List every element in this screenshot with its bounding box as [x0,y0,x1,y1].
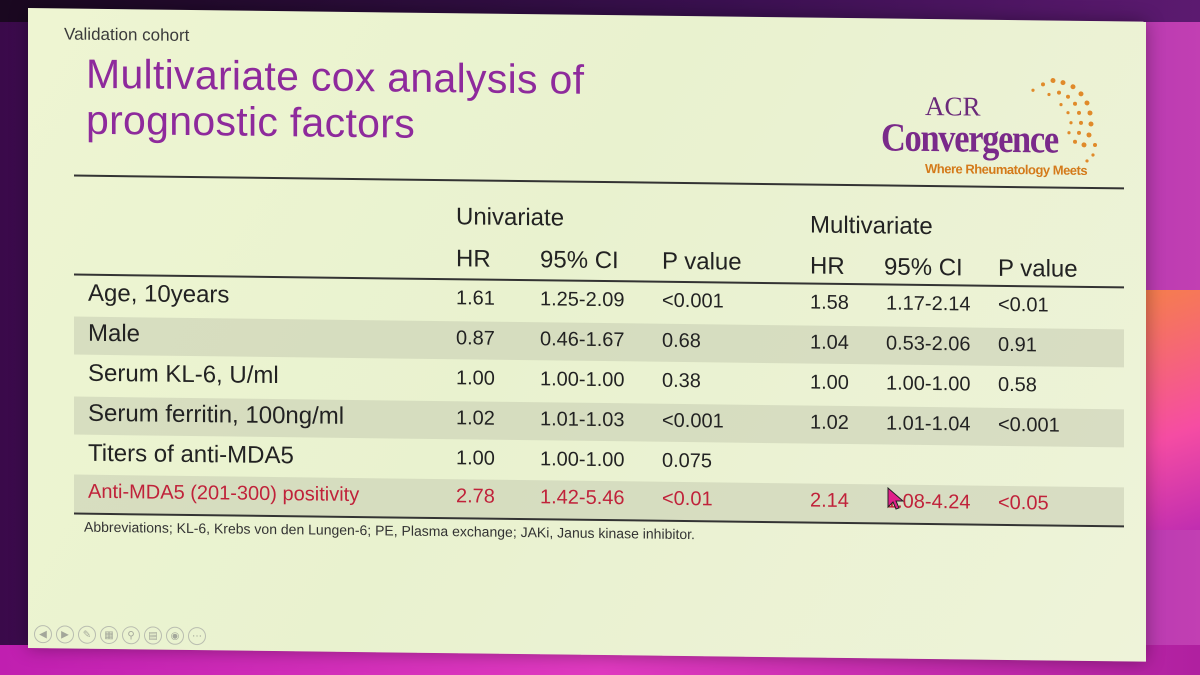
univariate-ci: 0.46-1.67 [540,328,625,352]
univariate-p: <0.001 [662,409,724,433]
presenter-toolbar: ◀ ▶ ✎ ▦ ⚲ ▤ ◉ ⋯ [34,625,206,647]
univariate-ci: 1.25-2.09 [540,288,625,312]
slides-icon[interactable]: ▦ [100,625,118,645]
row-label: Serum KL-6, U/ml [88,359,279,390]
multivariate-hr: 1.58 [810,291,849,315]
camera-icon[interactable]: ◉ [166,626,184,645]
multivariate-hr: 1.02 [810,411,849,435]
logo-convergence-text: Convergence [881,114,1058,162]
row-label: Anti-MDA5 (201-300) positivity [88,480,360,507]
multivariate-p: <0.05 [998,491,1049,515]
title-line-1: Multivariate cox analysis of [86,50,585,103]
row-label: Male [88,319,141,348]
univariate-ci: 1.00-1.00 [540,368,625,392]
acr-convergence-logo: ACR Convergence Where Rheumatology Meets [873,70,1103,183]
multivariate-ci: 0.53-2.06 [886,332,971,356]
multivariate-p: <0.001 [998,413,1060,437]
zoom-icon[interactable]: ⚲ [122,626,140,645]
row-label: Titers of anti-MDA5 [88,439,294,470]
col-univariate-hr: HR [456,245,491,273]
title-line-2: prognostic factors [86,96,415,147]
multivariate-ci: 1.00-1.00 [886,372,971,396]
univariate-p: <0.01 [662,487,713,511]
univariate-hr: 0.87 [456,327,495,350]
univariate-ci: 1.01-1.03 [540,408,625,432]
mouse-cursor-icon [887,487,905,510]
presentation-slide: Validation cohort Multivariate cox analy… [28,8,1146,662]
multivariate-hr: 2.14 [810,489,849,513]
multivariate-p: 0.58 [998,373,1037,397]
multivariate-hr: 1.04 [810,331,849,355]
subtitles-icon[interactable]: ▤ [144,626,162,645]
multivariate-p: 0.91 [998,333,1037,357]
multivariate-p: <0.01 [998,293,1049,317]
col-multivariate-p: P value [998,254,1078,283]
logo-tagline: Where Rheumatology Meets [925,160,1088,178]
col-multivariate-ci: 95% CI [884,253,963,282]
group-univariate: Univariate [456,203,565,232]
multivariate-ci: 1.17-2.14 [886,292,971,316]
stage-decoration [1140,290,1200,530]
multivariate-hr: 1.00 [810,371,849,395]
univariate-ci: 1.00-1.00 [540,448,625,472]
univariate-hr: 1.00 [456,447,495,470]
col-univariate-p: P value [662,247,742,276]
logo-dots-icon [1031,78,1097,163]
slide-title: Multivariate cox analysis of prognostic … [86,51,584,149]
next-icon[interactable]: ▶ [56,625,74,644]
col-multivariate-hr: HR [810,252,845,280]
univariate-p: 0.68 [662,329,701,353]
row-label: Age, 10years [88,279,230,309]
univariate-ci: 1.42-5.46 [540,486,625,510]
group-multivariate: Multivariate [810,211,933,241]
univariate-hr: 2.78 [456,485,495,508]
abbreviations-note: Abbreviations; KL-6, Krebs von den Lunge… [84,518,695,543]
univariate-p: <0.001 [662,289,724,313]
more-icon[interactable]: ⋯ [188,626,206,646]
slide-kicker: Validation cohort [64,24,190,45]
multivariate-ci: 1.01-1.04 [886,412,971,436]
prev-icon[interactable]: ◀ [34,625,52,644]
univariate-hr: 1.00 [456,367,495,390]
univariate-hr: 1.61 [456,287,495,310]
univariate-hr: 1.02 [456,407,495,430]
univariate-p: 0.38 [662,369,701,393]
pen-icon[interactable]: ✎ [78,625,96,644]
univariate-p: 0.075 [662,449,713,473]
col-univariate-ci: 95% CI [540,246,619,275]
row-label: Serum ferritin, 100ng/ml [88,399,345,430]
